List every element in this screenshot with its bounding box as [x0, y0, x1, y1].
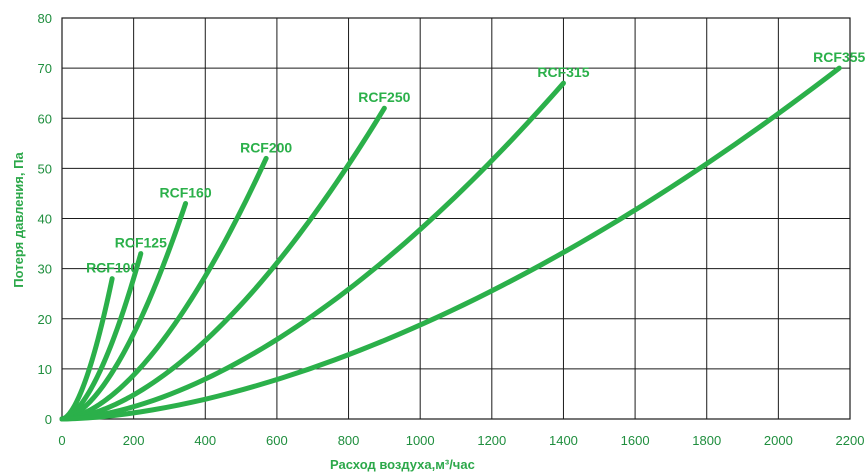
y-tick-label: 80 [38, 11, 52, 26]
x-tick-label: 1400 [549, 433, 578, 448]
plot-frame [61, 17, 851, 420]
x-axis-ticks: 0 200 400 600 800 1000 1200 1400 1600 1800 2000 220… [58, 433, 864, 448]
x-tick-label: 2000 [764, 433, 793, 448]
y-tick-label: 10 [38, 362, 52, 377]
x-tick-label: 800 [338, 433, 360, 448]
y-tick-label: 0 [45, 412, 52, 427]
x-tick-label: 200 [123, 433, 145, 448]
x-tick-label: 2200 [836, 433, 865, 448]
y-tick-label: 70 [38, 61, 52, 76]
y-tick-label: 60 [38, 111, 52, 126]
series-label-rcf315: RCF315 [537, 64, 589, 80]
x-tick-label: 1200 [477, 433, 506, 448]
series-curve-rcf125 [59, 251, 144, 422]
series-label-rcf200: RCF200 [240, 139, 292, 155]
y-tick-label: 50 [38, 161, 52, 176]
x-axis-title: Расход воздуха,м³/час [330, 457, 475, 472]
series-curve-rcf250 [59, 105, 387, 422]
y-tick-label: 20 [38, 312, 52, 327]
series-curve-rcf160 [59, 200, 189, 422]
series-label-rcf355: RCF355 [813, 49, 865, 65]
series-label-rcf125: RCF125 [115, 235, 167, 251]
y-tick-label: 30 [38, 262, 52, 277]
x-tick-label: 1600 [621, 433, 650, 448]
series-curve-rcf315 [59, 80, 566, 422]
series-label-rcf100: RCF100 [86, 260, 138, 276]
series-label-rcf160: RCF160 [160, 184, 212, 200]
series-curves [59, 65, 842, 422]
x-tick-label: 400 [194, 433, 216, 448]
x-tick-label: 600 [266, 433, 288, 448]
series-label-rcf250: RCF250 [358, 89, 410, 105]
series-curve-rcf200 [59, 155, 269, 422]
series-curve-rcf355 [59, 65, 842, 422]
y-axis-title: Потеря давления, Па [11, 152, 26, 288]
y-axis-ticks: 0 10 20 30 40 50 60 70 80 [38, 11, 52, 427]
x-axis-title-main: Расход воздуха,м³/час [330, 457, 475, 472]
series-labels: RCF100 RCF125 RCF160 RCF200 RCF250 RCF315 RCF3… [86, 49, 865, 276]
x-tick-label: 1800 [692, 433, 721, 448]
x-tick-label: 0 [58, 433, 65, 448]
y-tick-label: 40 [38, 212, 52, 227]
x-tick-label: 1000 [406, 433, 435, 448]
